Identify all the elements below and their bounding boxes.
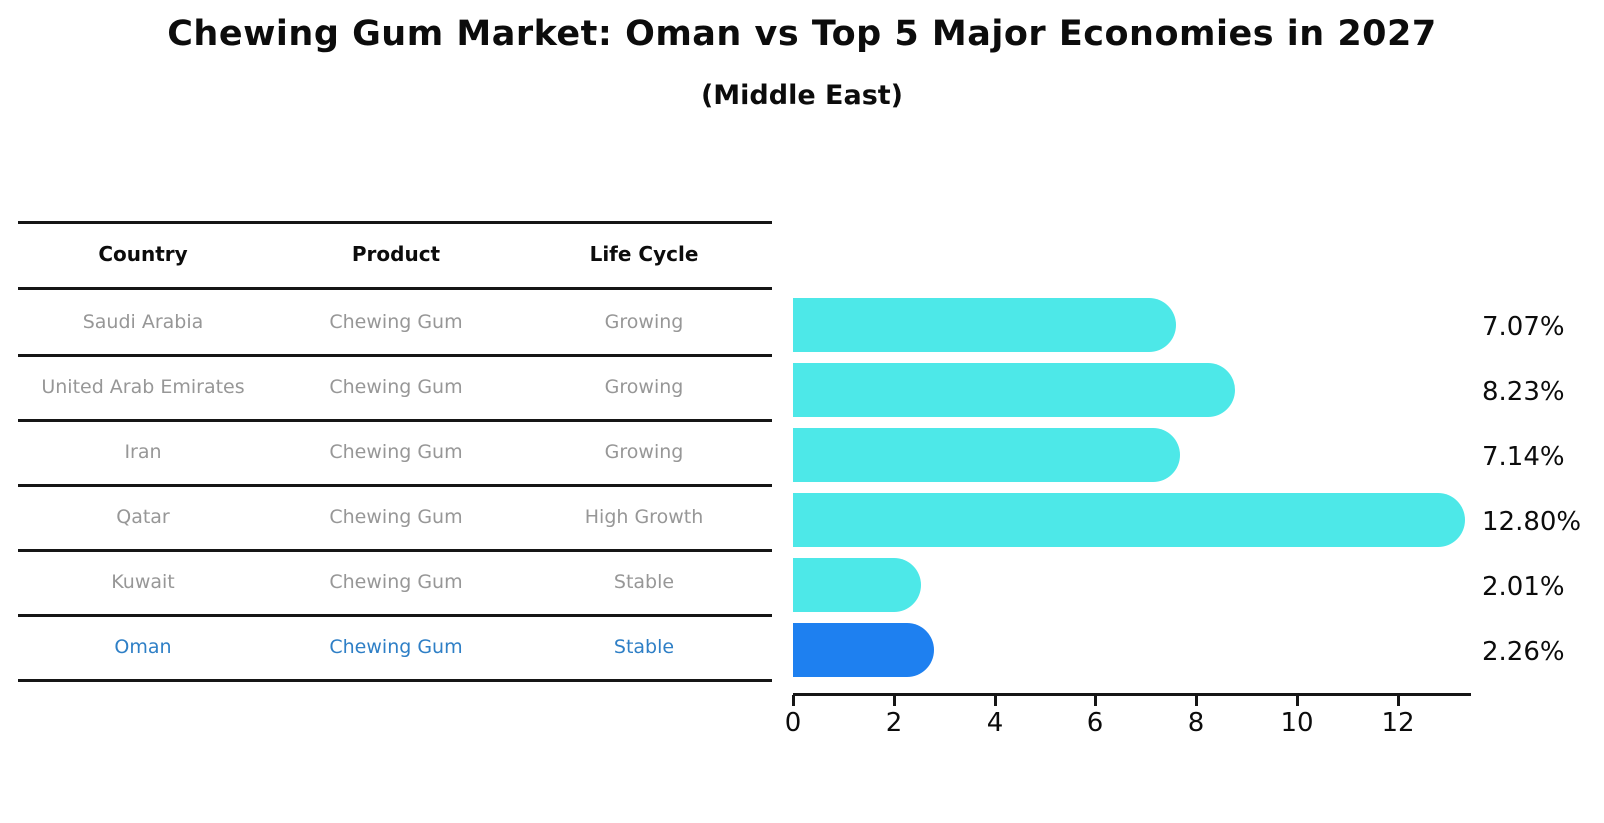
life-cycle-cell: Growing — [604, 376, 684, 398]
x-axis-line — [793, 693, 1471, 696]
x-axis-tick — [893, 695, 896, 706]
table-rule — [18, 354, 772, 357]
country-cell: United Arab Emirates — [41, 376, 245, 398]
x-axis-tick-label: 8 — [1187, 708, 1205, 738]
country-cell: Qatar — [116, 506, 170, 528]
value-label: 2.01% — [1482, 572, 1565, 602]
value-label: 2.26% — [1482, 637, 1565, 667]
country-cell: Saudi Arabia — [82, 311, 204, 333]
table-rule — [18, 549, 772, 552]
country-cell: Iran — [124, 441, 162, 463]
x-axis-tick-label: 2 — [885, 708, 903, 738]
x-axis-tick — [1094, 695, 1097, 706]
x-axis-tick — [994, 695, 997, 706]
product-cell: Chewing Gum — [329, 441, 463, 463]
product-cell: Chewing Gum — [329, 636, 463, 658]
value-label: 8.23% — [1482, 377, 1565, 407]
product-cell: Chewing Gum — [329, 506, 463, 528]
bar-kuwait — [793, 558, 922, 612]
x-axis-tick — [1296, 695, 1299, 706]
x-axis-tick-label: 4 — [986, 708, 1004, 738]
bar-oman-highlighted — [793, 623, 934, 677]
life-cycle-cell: High Growth — [584, 506, 704, 528]
bar-iran — [793, 428, 1180, 482]
bar-qatar — [793, 493, 1466, 547]
column-header-life-cycle: Life Cycle — [589, 242, 699, 266]
x-axis-tick — [1195, 695, 1198, 706]
x-axis-tick-label: 6 — [1086, 708, 1104, 738]
product-cell: Chewing Gum — [329, 311, 463, 333]
table-rule-header — [18, 287, 772, 290]
value-label: 7.14% — [1482, 442, 1565, 472]
life-cycle-cell: Stable — [613, 636, 675, 658]
column-header-country: Country — [98, 242, 188, 266]
country-cell: Oman — [114, 636, 172, 658]
column-header-product: Product — [351, 242, 441, 266]
x-axis-tick-label: 12 — [1381, 708, 1415, 738]
life-cycle-cell: Growing — [604, 441, 684, 463]
x-axis-tick-label: 0 — [784, 708, 802, 738]
table-rule — [18, 614, 772, 617]
life-cycle-cell: Stable — [613, 571, 675, 593]
table-rule — [18, 419, 772, 422]
bar-united-arab-emirates — [793, 363, 1235, 417]
x-axis-tick — [1397, 695, 1400, 706]
x-axis-tick-label: 10 — [1280, 708, 1314, 738]
x-axis-tick — [792, 695, 795, 706]
table-rule-top — [18, 221, 772, 224]
product-cell: Chewing Gum — [329, 376, 463, 398]
life-cycle-cell: Growing — [604, 311, 684, 333]
table-rule-bottom — [18, 679, 772, 682]
value-label: 12.80% — [1482, 507, 1582, 537]
product-cell: Chewing Gum — [329, 571, 463, 593]
bar-saudi-arabia — [793, 298, 1177, 352]
table-rule — [18, 484, 772, 487]
country-cell: Kuwait — [111, 571, 175, 593]
chart-subtitle: (Middle East) — [700, 80, 904, 111]
value-label: 7.07% — [1482, 312, 1565, 342]
chart-title: Chewing Gum Market: Oman vs Top 5 Major … — [167, 14, 1437, 54]
